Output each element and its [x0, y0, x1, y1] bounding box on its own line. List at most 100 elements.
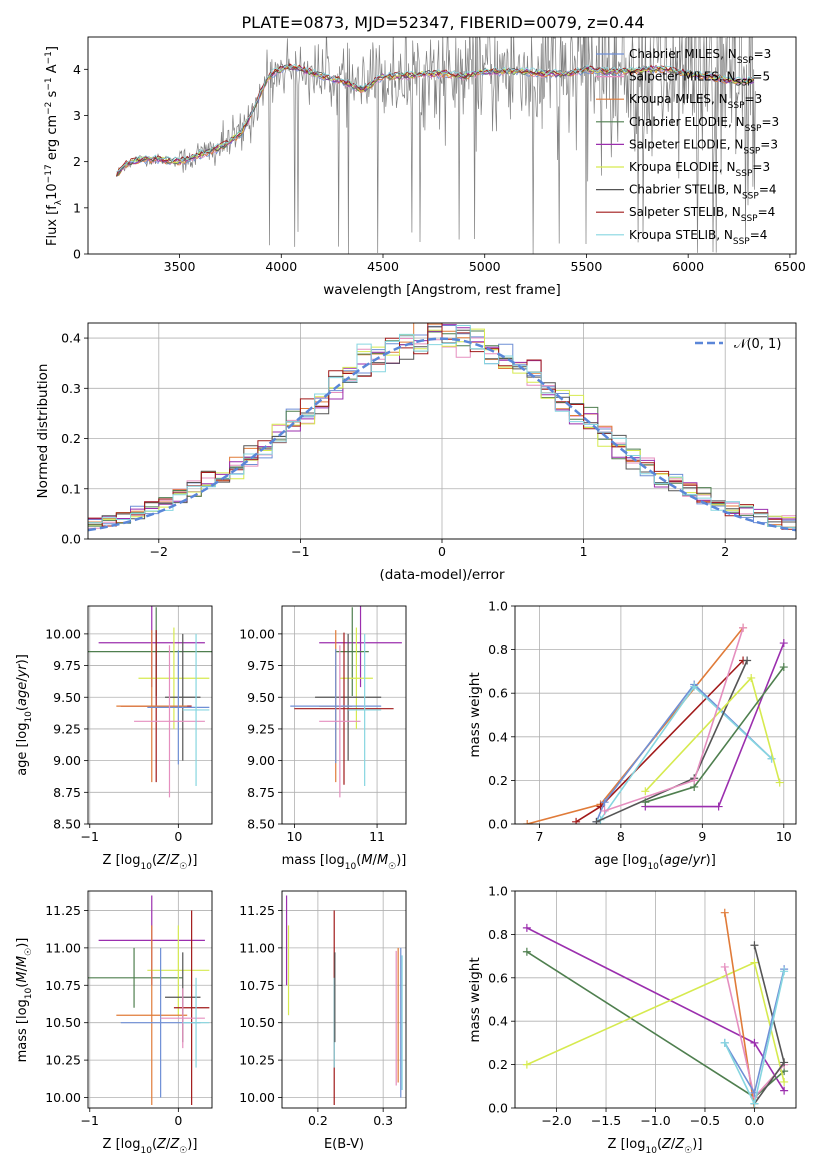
y-tick-label: 9.75: [53, 658, 81, 673]
y-tick-label: 4: [73, 62, 81, 77]
point-salpeter_stelib: [572, 817, 581, 824]
x-tick-label: 3500: [164, 259, 196, 274]
x-tick-label: −0.5: [690, 1113, 720, 1128]
point-chabrier_stelib: [743, 656, 752, 665]
x-tick-label: −1: [81, 829, 99, 844]
legend-entry: Salpeter MILES, NSSP=5: [629, 70, 770, 89]
legend-entry: Chabrier MILES, NSSP=3: [629, 47, 771, 66]
x-axis-label: age [log10(age/yr)]: [594, 853, 716, 872]
y-tick-label: 0.2: [61, 431, 81, 446]
plot-area: [523, 623, 788, 824]
y-tick-label: 10.25: [45, 1053, 81, 1068]
x-tick-label: −2: [150, 544, 168, 559]
y-tick-label: 0.0: [488, 817, 508, 832]
x-tick-label: 6000: [672, 259, 704, 274]
y-axis-label: Normed distribution: [35, 364, 51, 499]
point-kroupa_stelib: [720, 1038, 729, 1047]
series-kroupa_elodie: [644, 676, 781, 792]
legend-entry: Kroupa ELODIE, NSSP=3: [629, 160, 770, 179]
plot-area: [290, 606, 402, 798]
x-tick-label: 0: [174, 829, 182, 844]
y-tick-label: 9.25: [53, 721, 81, 736]
y-tick-label: 10.50: [239, 1015, 275, 1030]
y-tick-label: 10.00: [239, 1090, 275, 1105]
figure-title: PLATE=0873, MJD=52347, FIBERID=0079, z=0…: [241, 13, 644, 32]
x-axis-label: (data-model)/error: [379, 567, 505, 583]
plot-area: [522, 908, 789, 1108]
y-tick-label: 0.8: [488, 927, 508, 942]
y-tick-label: 11.00: [45, 940, 81, 955]
x-axis-label: Z [log10(Z/Z☉)]: [103, 853, 198, 872]
axes-frame: [514, 605, 797, 825]
observed-spectrum: [116, 37, 756, 254]
plot-area: [88, 606, 212, 798]
spectrum-panel: 3500 4000 4500 5000 5500 6000 6500 0 1 2 3 4: [73, 36, 806, 274]
x-tick-label: 8: [617, 829, 625, 844]
x-tick-label: 5000: [469, 259, 501, 274]
axes-frame: [281, 890, 407, 1109]
mass-weight-vs-Z-panel: −2.0 −1.5 −1.0 −0.5 0.0 0.0 0.2 0.4 0.6 0.8 1.0: [488, 884, 797, 1128]
y-tick-label: 9.50: [247, 690, 275, 705]
series-chabrier_miles: [595, 683, 773, 823]
model-spectrum-salpeter_stelib: [116, 63, 754, 176]
y-tick-label: 11.00: [239, 940, 275, 955]
point-chabrier_elodie: [641, 798, 650, 807]
x-tick-label: 6500: [774, 259, 806, 274]
x-tick-label: 0: [438, 544, 446, 559]
axes-frame: [87, 890, 213, 1109]
x-tick-label: −1.0: [640, 1113, 670, 1128]
plot-area: [285, 895, 403, 1106]
legend-entry: Salpeter ELODIE, NSSP=3: [629, 137, 778, 156]
legend-entry: Chabrier STELIB, NSSP=4: [629, 183, 777, 202]
series-kroupa_miles: [526, 627, 744, 824]
y-tick-label: 0.6: [488, 686, 508, 701]
y-tick-label: 0.4: [61, 331, 81, 346]
point-salpeter_miles: [690, 776, 699, 785]
point-salpeter_elodie: [780, 1086, 789, 1095]
y-tick-label: 10.25: [239, 1053, 275, 1068]
y-tick-label: 2: [73, 154, 81, 169]
y-tick-label: 11.25: [239, 903, 275, 918]
y-tick-label: 0.2: [488, 1057, 508, 1072]
x-tick-label: −1.5: [591, 1113, 621, 1128]
y-tick-label: 10.50: [45, 1015, 81, 1030]
x-axis-label: E(B-V): [324, 1137, 364, 1152]
x-axis-label: Z [log10(Z/Z☉)]: [103, 1137, 198, 1156]
x-tick-label: 0.3: [373, 1113, 393, 1128]
y-axis-label: mass [log10(M/M☉)]: [15, 938, 34, 1063]
point-kroupa_stelib: [767, 754, 776, 763]
histogram-panel: −2 −1 0 1 2 0.0 0.1 0.2 0.3 0.4: [61, 322, 797, 559]
y-tick-label: 9.00: [247, 753, 275, 768]
y-axis-label: mass weight: [467, 957, 483, 1042]
axes-frame: [87, 36, 797, 255]
y-tick-label: 10.75: [239, 978, 275, 993]
x-tick-label: 10: [776, 829, 792, 844]
x-tick-label: 4500: [367, 259, 399, 274]
point-salpeter_miles: [600, 806, 609, 815]
mass-vs-EBV-panel: 0.2 0.3 10.00 10.25 10.50 10.75 11.00 11.25: [239, 890, 407, 1128]
y-tick-label: 0.8: [488, 642, 508, 657]
point-chabrier_stelib: [750, 941, 759, 950]
y-tick-label: 11.25: [45, 903, 81, 918]
point-kroupa_elodie: [747, 673, 756, 682]
y-axis-label: mass weight: [467, 672, 483, 757]
plot-layer: 3500 4000 4500 5000 5500 6000 6500 0 1 2 3 4 wavelen…: [15, 36, 806, 1156]
legend-entry: Salpeter STELIB, NSSP=4: [629, 205, 775, 224]
mass-weight-vs-age-panel: 7 8 9 10 0.0 0.2 0.4 0.6 0.8 1.0: [488, 599, 797, 844]
y-tick-label: 10.00: [239, 626, 275, 641]
point-kroupa_stelib: [690, 682, 699, 691]
series-kroupa_stelib: [599, 685, 773, 821]
series-salpeter_elodie: [645, 642, 785, 808]
x-axis-label: wavelength [Angstrom, rest frame]: [323, 282, 561, 298]
plot-area: [116, 37, 756, 254]
age-vs-Z-panel: −1 0 8.50 8.75 9.00 9.25 9.50 9.75 10.00: [45, 605, 213, 844]
point-salpeter_miles: [720, 962, 729, 971]
point-chabrier_elodie: [522, 947, 531, 956]
y-tick-label: 1.0: [488, 599, 508, 614]
point-kroupa_stelib: [750, 1099, 759, 1108]
point-kroupa_miles: [720, 908, 729, 917]
point-kroupa_elodie: [522, 1060, 531, 1069]
point-salpeter_elodie: [522, 923, 531, 932]
x-tick-label: 10: [286, 829, 302, 844]
